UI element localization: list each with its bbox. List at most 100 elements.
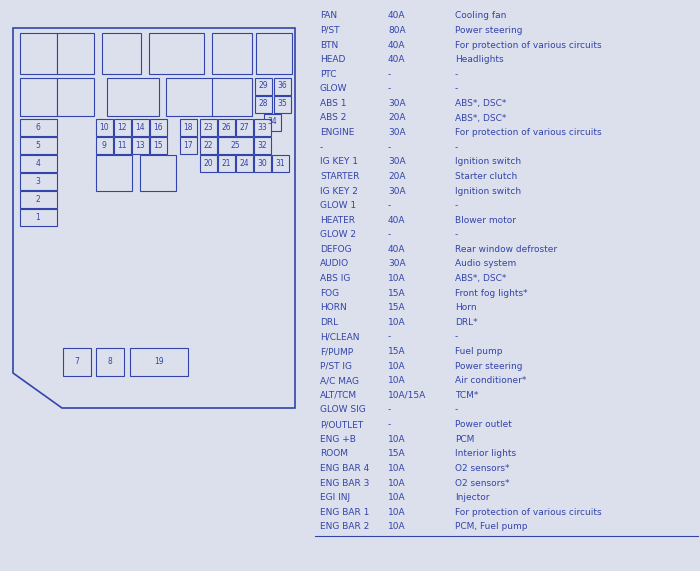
Text: 10A: 10A xyxy=(388,376,405,385)
Bar xyxy=(107,78,159,116)
Text: -: - xyxy=(388,230,391,239)
Text: Audio system: Audio system xyxy=(455,259,517,268)
Text: 10A: 10A xyxy=(388,493,405,502)
Bar xyxy=(150,119,167,136)
Bar xyxy=(114,119,131,136)
Bar xyxy=(132,137,149,154)
Text: -: - xyxy=(455,230,458,239)
Bar xyxy=(200,119,217,136)
Text: For protection of various circuits: For protection of various circuits xyxy=(455,508,601,517)
Text: 30A: 30A xyxy=(388,259,405,268)
Bar xyxy=(63,348,91,376)
Text: DRL: DRL xyxy=(320,318,338,327)
Bar xyxy=(274,78,291,95)
Text: 31: 31 xyxy=(275,159,285,167)
Text: -: - xyxy=(455,332,458,341)
Bar xyxy=(20,155,57,172)
Text: 10A: 10A xyxy=(388,361,405,371)
Text: EGI INJ: EGI INJ xyxy=(320,493,350,502)
Text: For protection of various circuits: For protection of various circuits xyxy=(455,41,601,50)
Text: O2 sensors*: O2 sensors* xyxy=(455,478,510,488)
Text: 20: 20 xyxy=(203,159,213,167)
Text: ABS 1: ABS 1 xyxy=(320,99,346,108)
Text: 15A: 15A xyxy=(388,303,405,312)
Text: 5: 5 xyxy=(36,140,41,150)
Bar xyxy=(236,119,253,136)
Bar xyxy=(140,155,176,191)
Bar xyxy=(132,119,149,136)
Text: ABS*, DSC*: ABS*, DSC* xyxy=(455,274,506,283)
Text: 28: 28 xyxy=(258,99,267,108)
Bar xyxy=(20,33,57,74)
Text: -: - xyxy=(388,201,391,210)
Text: -: - xyxy=(455,143,458,152)
Bar xyxy=(102,33,141,74)
Text: 10A: 10A xyxy=(388,318,405,327)
Bar xyxy=(96,137,113,154)
Bar xyxy=(274,96,291,113)
Text: -: - xyxy=(388,420,391,429)
Text: 29: 29 xyxy=(258,82,268,90)
Text: Power steering: Power steering xyxy=(455,26,522,35)
Bar xyxy=(218,137,253,154)
Bar xyxy=(57,33,94,74)
Bar xyxy=(212,33,252,74)
Text: 20A: 20A xyxy=(388,172,405,181)
Text: Power steering: Power steering xyxy=(455,361,522,371)
Text: Air conditioner*: Air conditioner* xyxy=(455,376,526,385)
Bar xyxy=(256,33,292,74)
Text: 10: 10 xyxy=(99,123,108,131)
Text: HORN: HORN xyxy=(320,303,346,312)
Text: 40A: 40A xyxy=(388,245,405,254)
Text: ENGINE: ENGINE xyxy=(320,128,354,137)
Bar xyxy=(264,114,281,131)
Text: 10A: 10A xyxy=(388,274,405,283)
Text: IG KEY 2: IG KEY 2 xyxy=(320,187,358,195)
Text: 14: 14 xyxy=(135,123,145,131)
Text: ALT/TCM: ALT/TCM xyxy=(320,391,357,400)
Text: GLOW 2: GLOW 2 xyxy=(320,230,356,239)
Text: 23: 23 xyxy=(203,123,213,131)
Text: ENG BAR 4: ENG BAR 4 xyxy=(320,464,370,473)
Text: Rear window defroster: Rear window defroster xyxy=(455,245,557,254)
Text: PCM: PCM xyxy=(455,435,475,444)
Text: Power outlet: Power outlet xyxy=(455,420,512,429)
Bar xyxy=(20,78,57,116)
Text: ENG BAR 1: ENG BAR 1 xyxy=(320,508,370,517)
Bar xyxy=(212,78,252,116)
Text: ENG +B: ENG +B xyxy=(320,435,356,444)
Polygon shape xyxy=(13,28,295,408)
Bar xyxy=(218,155,235,172)
Bar xyxy=(236,155,253,172)
Text: 36: 36 xyxy=(277,82,287,90)
Text: 30A: 30A xyxy=(388,99,405,108)
Bar xyxy=(149,33,204,74)
Text: -: - xyxy=(455,405,458,415)
Bar xyxy=(200,137,217,154)
Text: 16: 16 xyxy=(153,123,163,131)
Text: 15A: 15A xyxy=(388,347,405,356)
Text: -: - xyxy=(455,85,458,93)
Bar xyxy=(255,78,272,95)
Text: 10A: 10A xyxy=(388,464,405,473)
Bar xyxy=(255,96,272,113)
Text: 40A: 40A xyxy=(388,11,405,21)
Text: 27: 27 xyxy=(239,123,248,131)
Text: 10A/15A: 10A/15A xyxy=(388,391,426,400)
Text: ENG BAR 3: ENG BAR 3 xyxy=(320,478,370,488)
Text: FOG: FOG xyxy=(320,289,339,297)
Text: 34: 34 xyxy=(267,118,277,127)
Text: 35: 35 xyxy=(277,99,287,108)
Text: 9: 9 xyxy=(102,140,106,150)
Text: -: - xyxy=(455,70,458,79)
Text: A/C MAG: A/C MAG xyxy=(320,376,359,385)
Text: P/OUTLET: P/OUTLET xyxy=(320,420,363,429)
Text: 3: 3 xyxy=(36,176,41,186)
Text: Front fog lights*: Front fog lights* xyxy=(455,289,528,297)
Text: ABS*, DSC*: ABS*, DSC* xyxy=(455,114,506,123)
Text: AUDIO: AUDIO xyxy=(320,259,349,268)
Text: TCM*: TCM* xyxy=(455,391,478,400)
Text: 10A: 10A xyxy=(388,508,405,517)
Text: 10A: 10A xyxy=(388,435,405,444)
Text: ABS*, DSC*: ABS*, DSC* xyxy=(455,99,506,108)
